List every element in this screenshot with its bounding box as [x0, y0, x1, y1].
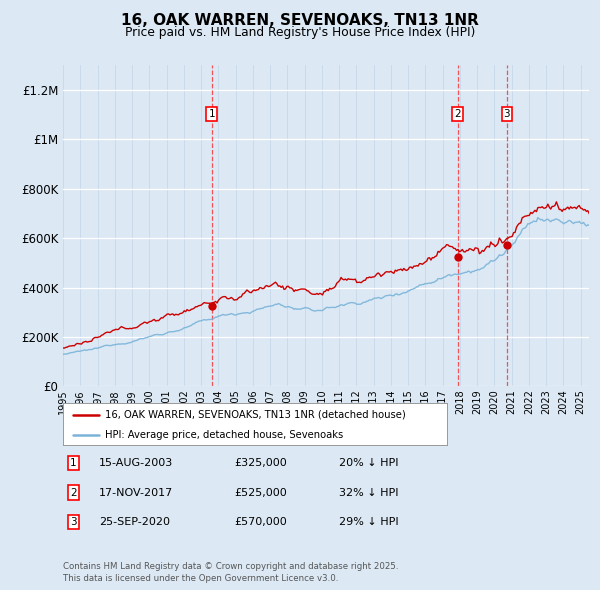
Text: 15-AUG-2003: 15-AUG-2003 [99, 458, 173, 468]
Text: £525,000: £525,000 [234, 488, 287, 497]
Text: 16, OAK WARREN, SEVENOAKS, TN13 1NR (detached house): 16, OAK WARREN, SEVENOAKS, TN13 1NR (det… [105, 410, 406, 420]
Text: 29% ↓ HPI: 29% ↓ HPI [339, 517, 398, 527]
Text: 1: 1 [208, 109, 215, 119]
Text: HPI: Average price, detached house, Sevenoaks: HPI: Average price, detached house, Seve… [105, 430, 343, 440]
Text: 20% ↓ HPI: 20% ↓ HPI [339, 458, 398, 468]
Text: 17-NOV-2017: 17-NOV-2017 [99, 488, 173, 497]
Text: 3: 3 [503, 109, 510, 119]
Text: 32% ↓ HPI: 32% ↓ HPI [339, 488, 398, 497]
Text: 2: 2 [70, 488, 77, 497]
Text: Price paid vs. HM Land Registry's House Price Index (HPI): Price paid vs. HM Land Registry's House … [125, 26, 475, 39]
Text: 1: 1 [70, 458, 77, 468]
Text: Contains HM Land Registry data © Crown copyright and database right 2025.
This d: Contains HM Land Registry data © Crown c… [63, 562, 398, 583]
Text: 2: 2 [454, 109, 461, 119]
Text: 3: 3 [70, 517, 77, 527]
Text: 25-SEP-2020: 25-SEP-2020 [99, 517, 170, 527]
Text: £325,000: £325,000 [234, 458, 287, 468]
Text: 16, OAK WARREN, SEVENOAKS, TN13 1NR: 16, OAK WARREN, SEVENOAKS, TN13 1NR [121, 13, 479, 28]
Text: £570,000: £570,000 [234, 517, 287, 527]
